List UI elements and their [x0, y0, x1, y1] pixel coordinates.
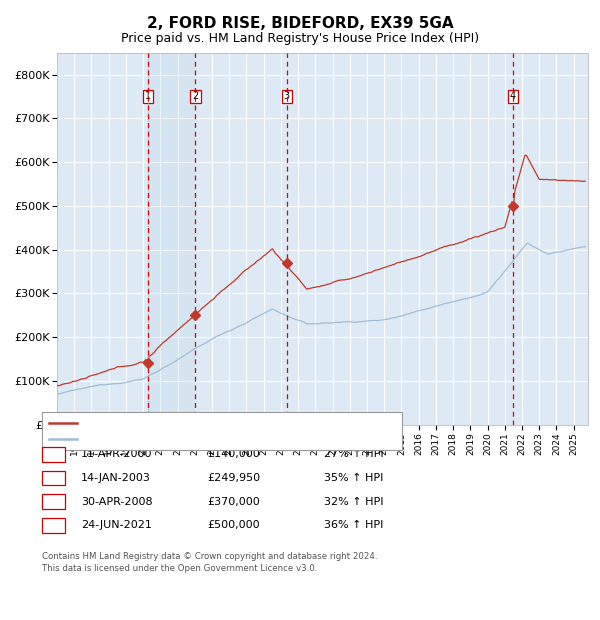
Text: £140,000: £140,000: [207, 450, 260, 459]
Text: 2, FORD RISE, BIDEFORD, EX39 5GA (detached house): 2, FORD RISE, BIDEFORD, EX39 5GA (detach…: [81, 418, 364, 428]
Text: 35% ↑ HPI: 35% ↑ HPI: [324, 473, 383, 483]
Text: £249,950: £249,950: [207, 473, 260, 483]
Text: 32% ↑ HPI: 32% ↑ HPI: [324, 497, 383, 507]
Text: 4: 4: [510, 92, 516, 102]
Text: 3: 3: [50, 497, 57, 507]
Text: Price paid vs. HM Land Registry's House Price Index (HPI): Price paid vs. HM Land Registry's House …: [121, 32, 479, 45]
Text: 2: 2: [193, 92, 199, 102]
Text: 2: 2: [50, 473, 57, 483]
Bar: [148, 53, 196, 425]
Text: 30-APR-2008: 30-APR-2008: [81, 497, 152, 507]
Text: 4: 4: [50, 520, 57, 530]
Text: HPI: Average price, detached house, Torridge: HPI: Average price, detached house, Torr…: [81, 434, 316, 444]
Text: 14-JAN-2003: 14-JAN-2003: [81, 473, 151, 483]
Text: 36% ↑ HPI: 36% ↑ HPI: [324, 520, 383, 530]
Text: £370,000: £370,000: [207, 497, 260, 507]
Text: 1: 1: [145, 92, 151, 102]
Text: 11-APR-2000: 11-APR-2000: [81, 450, 152, 459]
Text: 3: 3: [284, 92, 290, 102]
Text: 24-JUN-2021: 24-JUN-2021: [81, 520, 152, 530]
Text: 2, FORD RISE, BIDEFORD, EX39 5GA: 2, FORD RISE, BIDEFORD, EX39 5GA: [146, 16, 454, 30]
Text: 27% ↑ HPI: 27% ↑ HPI: [324, 450, 383, 459]
Text: 1: 1: [50, 450, 57, 459]
Text: £500,000: £500,000: [207, 520, 260, 530]
Text: Contains HM Land Registry data © Crown copyright and database right 2024.
This d: Contains HM Land Registry data © Crown c…: [42, 552, 377, 574]
